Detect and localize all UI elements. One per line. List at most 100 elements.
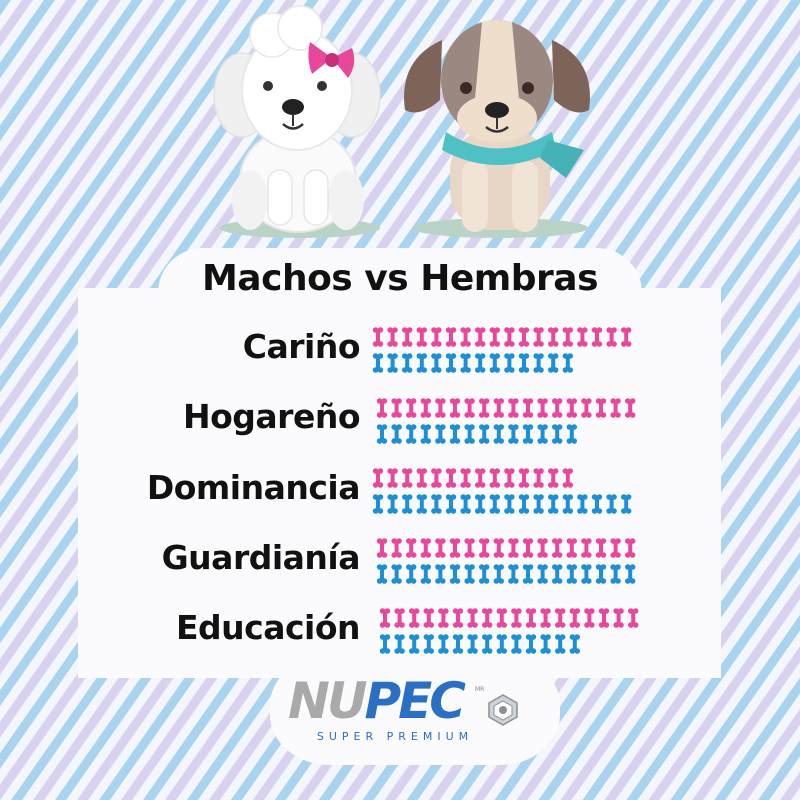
brand-logo: NUPEC [288,676,488,726]
bone-mark [606,327,617,347]
bone-mark [467,608,478,628]
bone-bar-blue-2 [372,494,632,514]
bone-mark [525,608,537,628]
bone-mark [423,634,435,654]
bone-mark [504,468,515,488]
bone-mark [445,353,457,373]
bone-mark [504,353,515,373]
bone-mark [372,353,384,373]
bone-mark [482,634,493,654]
bone-mark [391,424,402,444]
bone-mark [581,538,592,558]
bone-mark [555,608,566,628]
bone-mark [537,424,548,444]
bone-mark [479,564,490,584]
bone-mark [376,538,388,558]
bone-mark [431,353,442,373]
bone-mark [548,353,559,373]
bone-mark [387,494,398,514]
bone-mark [628,608,639,628]
category-label-educacion: Educación [175,608,361,647]
bone-mark [493,564,505,584]
bone-mark [402,494,413,514]
bone-mark [379,634,391,654]
bone-mark [479,424,490,444]
bone-mark [577,327,588,347]
bone-mark [391,538,402,558]
bone-mark [431,468,442,488]
bone-mark [493,424,505,444]
white-poodle-icon [213,5,381,233]
bone-mark [518,327,530,347]
bone-mark [595,398,607,418]
bone-mark [584,608,595,628]
bone-mark [562,353,573,373]
bone-mark [625,564,636,584]
bone-mark [610,538,621,558]
bone-mark [537,538,548,558]
bone-mark [511,608,522,628]
bone-mark [416,327,428,347]
bone-mark [409,634,420,654]
bone-mark [489,494,501,514]
bone-mark [562,468,573,488]
bone-mark [522,424,534,444]
bone-mark [581,398,592,418]
bone-mark [566,424,577,444]
bone-mark [489,468,501,488]
bone-bar-blue-1 [376,424,577,444]
bone-bar-blue-0 [372,353,573,373]
bone-mark [475,494,486,514]
brand-tagline: SUPER PREMIUM [316,730,474,743]
bone-mark [552,398,563,418]
bone-mark [449,564,461,584]
bone-mark [445,468,457,488]
bone-mark [610,564,621,584]
bone-mark [522,398,534,418]
bone-mark [548,468,559,488]
bone-mark [402,468,413,488]
bone-mark [431,494,442,514]
bone-mark [621,494,632,514]
bone-mark [518,353,530,373]
bone-mark [460,353,471,373]
bone-mark [475,327,486,347]
bone-mark [372,468,384,488]
brand-logo-part1: NU [288,672,367,730]
bone-mark [591,327,603,347]
bone-mark [416,468,428,488]
bone-bar-pink-2 [372,468,573,488]
bone-mark [610,398,621,418]
bone-mark [533,327,544,347]
brand-emblem-icon [488,694,518,726]
bone-mark [569,634,580,654]
bone-mark [376,398,388,418]
bone-mark [464,538,475,558]
bone-mark [431,327,442,347]
dog-illustrations [213,5,590,238]
bone-mark [540,634,551,654]
bone-bar-pink-0 [372,327,632,347]
bone-bar-pink-3 [376,538,636,558]
bone-mark [423,608,435,628]
bone-mark [508,538,519,558]
bone-mark [406,398,417,418]
bone-mark [552,538,563,558]
bone-mark [464,564,475,584]
bone-mark [394,608,405,628]
bone-mark [562,327,573,347]
bone-mark [562,494,573,514]
bone-mark [435,564,446,584]
bone-mark [376,564,388,584]
bone-mark [438,634,449,654]
bone-mark [435,538,446,558]
bone-mark [537,398,548,418]
bone-mark [391,564,402,584]
bone-mark [416,494,428,514]
bone-mark [625,398,636,418]
bone-mark [489,353,501,373]
bone-bar-blue-4 [379,634,580,654]
bone-mark [518,468,530,488]
bone-mark [537,564,548,584]
